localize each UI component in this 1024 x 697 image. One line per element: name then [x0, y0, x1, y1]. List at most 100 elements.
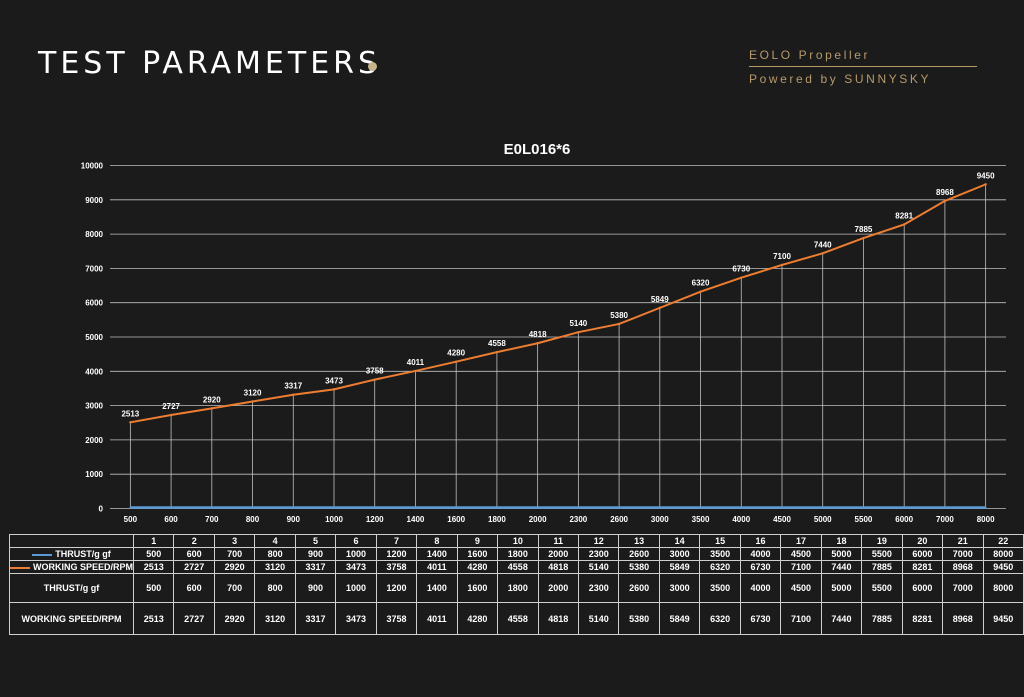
x-tick-label: 4500 [773, 515, 791, 524]
x-tick-label: 1400 [407, 515, 425, 524]
data-point-thrust [251, 506, 254, 509]
data-point-thrust [211, 506, 213, 509]
table-cell-speed: 3120 [254, 602, 296, 635]
data-label-speed: 8968 [936, 188, 954, 197]
data-label-speed: 4280 [447, 349, 465, 358]
table-cell-thrust: 1400 [416, 573, 458, 603]
data-point-thrust [740, 506, 743, 509]
data-label-speed: 7885 [855, 225, 873, 234]
table-cell-thrust: 1800 [497, 547, 539, 561]
data-point-speed [414, 369, 417, 373]
table-cell-thrust: 6000 [901, 547, 944, 561]
table-index-cell: 9 [456, 534, 499, 548]
table-cell-thrust: 900 [294, 573, 337, 603]
table-index-cell: 17 [780, 534, 822, 548]
table-cell-speed: 2727 [173, 602, 215, 635]
legend-speed-label: WORKING SPEED/RPM [33, 562, 134, 572]
data-table: 1 2 3 4 5 6 7 8 9 10 11 12 13 14 15 16 17 18 19 20 21 22 THRU… [8, 534, 1024, 635]
table-cell-speed: 3758 [375, 602, 418, 635]
table-cell-speed: 4280 [456, 560, 499, 574]
table-cell-thrust: 800 [254, 573, 296, 603]
table-cell-speed: 3317 [294, 560, 337, 574]
table-cell-speed: 6320 [699, 602, 741, 635]
data-label-speed: 4558 [488, 339, 506, 348]
table-cell-thrust: 3500 [699, 547, 741, 561]
data-point-thrust [699, 506, 702, 509]
data-point-thrust [455, 506, 457, 509]
data-point-speed [129, 421, 132, 424]
table-cell-speed: 6730 [739, 560, 782, 574]
data-point-thrust [129, 506, 132, 509]
data-point-thrust [170, 506, 172, 509]
y-tick-label: 7000 [85, 264, 103, 273]
table-cell-speed: 4818 [537, 602, 580, 635]
table-cell-speed: 4558 [497, 560, 539, 574]
data-label-speed: 3758 [366, 367, 384, 376]
chart-title: E0L016*6 [504, 141, 571, 158]
table-cell-thrust: 900 [294, 547, 337, 561]
table-cell-thrust: 4000 [739, 573, 782, 603]
table-index-cell: 16 [739, 534, 782, 548]
data-label-speed: 6730 [732, 265, 750, 274]
table-cell-thrust: 600 [173, 547, 215, 561]
data-label-speed: 5140 [569, 319, 587, 328]
table-cell-thrust: 5000 [820, 547, 863, 561]
table-cell-speed: 3473 [335, 560, 377, 574]
data-point-speed [984, 183, 987, 186]
data-point-speed [740, 276, 743, 279]
table-cell-thrust: 1400 [416, 547, 458, 561]
table-corner-cell [8, 534, 135, 548]
table-cell-thrust: 1000 [335, 547, 377, 561]
table-cell-speed: 4280 [456, 602, 499, 635]
table-cell-thrust: 2300 [577, 573, 620, 603]
table-index-cell: 20 [901, 534, 944, 548]
table-cell-thrust: 2600 [618, 573, 660, 603]
table-cell-thrust: 1200 [375, 547, 418, 561]
data-point-speed [332, 388, 336, 391]
table-index-cell: 18 [820, 534, 863, 548]
table-cell-speed: 5849 [658, 560, 701, 574]
data-label-speed: 6320 [692, 279, 710, 288]
x-tick-label: 3000 [651, 515, 669, 524]
data-point-thrust [292, 506, 295, 509]
data-point-thrust [781, 506, 783, 509]
x-tick-label: 1200 [366, 515, 384, 524]
table-index-cell: 19 [861, 534, 903, 548]
table-cell-thrust: 6000 [901, 573, 944, 603]
data-point-speed [943, 199, 947, 203]
table-cell-thrust: 700 [213, 547, 256, 561]
data-point-speed [902, 223, 906, 226]
data-point-speed [536, 342, 539, 345]
data-point-speed [780, 263, 784, 267]
data-point-thrust [373, 506, 376, 509]
table-cell-speed: 2727 [173, 560, 215, 574]
table-cell-speed: 3317 [294, 602, 337, 635]
y-tick-label: 5000 [85, 333, 103, 342]
x-tick-label: 3500 [692, 515, 710, 524]
table-index-cell: 22 [982, 534, 1024, 548]
table-cell-speed: 8281 [901, 602, 944, 635]
data-point-thrust [496, 506, 498, 509]
data-point-speed [699, 290, 702, 293]
table-cell-speed: 5380 [618, 602, 660, 635]
table-row-index: 1 2 3 4 5 6 7 8 9 10 11 12 13 14 15 16 17 18 19 20 21 22 [8, 534, 1024, 548]
table-cell-thrust: 7000 [942, 547, 984, 561]
brand-name: EOLO Propeller [749, 48, 871, 62]
table-cell-thrust: 5500 [861, 547, 903, 561]
table-cell-speed: 5380 [618, 560, 660, 574]
table-cell-thrust: 2000 [537, 547, 580, 561]
table-cell-thrust: 1000 [335, 573, 377, 603]
x-tick-label: 5000 [814, 515, 832, 524]
table-cell-speed: 7440 [820, 560, 863, 574]
x-tick-label: 700 [205, 515, 219, 524]
table-cell-speed: 4011 [416, 560, 458, 574]
table-cell-speed: 7100 [780, 602, 822, 635]
series-line-speed [130, 183, 987, 424]
table-cell-speed: 9450 [982, 602, 1024, 635]
data-point-thrust [536, 506, 539, 509]
table-cell-speed: 6320 [699, 560, 741, 574]
y-tick-label: 9000 [85, 196, 103, 205]
legend-speed-swatch [10, 566, 30, 569]
table-index-cell: 13 [618, 534, 660, 548]
table-cell-speed: 6730 [739, 602, 782, 635]
